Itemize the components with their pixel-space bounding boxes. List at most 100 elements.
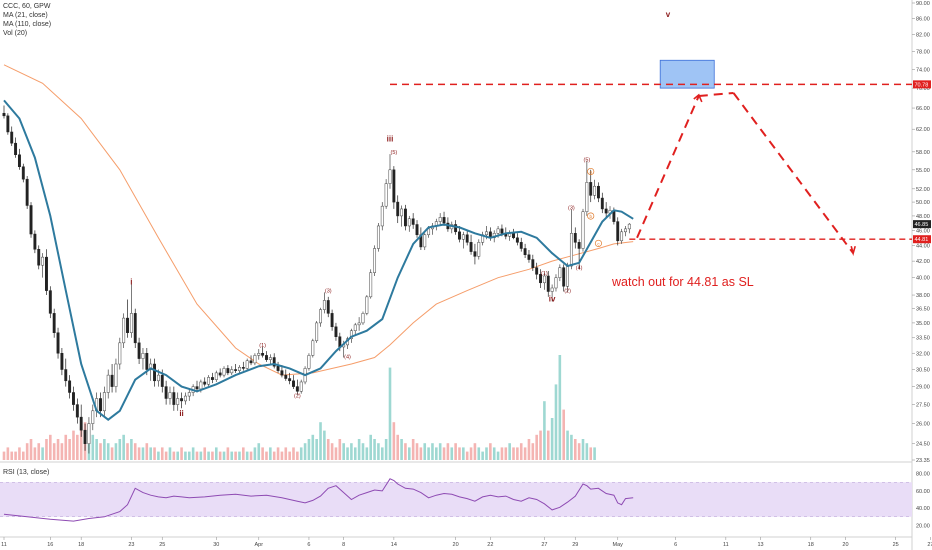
volume-bar	[581, 439, 585, 460]
volume-bar	[10, 451, 14, 460]
volume-bar	[288, 451, 291, 460]
candle-body	[41, 256, 45, 266]
legend-vol: Vol (20)	[3, 30, 28, 37]
candle-body	[257, 353, 261, 356]
candle-body	[512, 233, 515, 239]
candle-body	[311, 340, 315, 356]
rsi-tick-label: 20.00	[916, 523, 930, 529]
candle-body	[292, 380, 295, 387]
volume-bar	[519, 443, 523, 460]
wave-label: (5)	[390, 150, 397, 156]
time-tick-label: 20	[842, 542, 848, 548]
volume-bar	[323, 430, 326, 460]
candle-body	[2, 112, 6, 117]
candle-body	[307, 355, 311, 369]
candle-body	[272, 357, 276, 367]
candle-body	[535, 267, 539, 275]
volume-bar	[380, 447, 384, 460]
volume-bar	[377, 443, 380, 460]
volume-bar	[454, 443, 457, 460]
candle-body	[72, 392, 75, 405]
price-flag	[913, 235, 931, 244]
volume-bar	[215, 447, 218, 460]
price-tick-label: 26.00	[916, 422, 930, 428]
price-tick-label: 35.00	[916, 321, 930, 327]
volume-bar	[473, 443, 477, 460]
price-tick-label: 86.00	[916, 16, 930, 22]
candle-body	[199, 381, 203, 390]
wave-label: b	[589, 214, 592, 219]
wave-label: (3)	[325, 288, 332, 294]
candle-body	[203, 381, 207, 385]
candle-body	[531, 259, 535, 268]
candle-body	[102, 392, 106, 412]
volume-bar	[68, 439, 71, 460]
candle-body	[230, 369, 234, 374]
volume-bar	[334, 447, 338, 460]
candle-body	[527, 254, 531, 260]
price-tick-label: 40.00	[916, 276, 930, 282]
projection-arrow-up	[693, 93, 703, 103]
candle-body	[180, 398, 184, 402]
candle-body	[52, 313, 56, 333]
candle-body	[542, 275, 546, 284]
volume-bar	[585, 443, 589, 460]
volume-bar	[408, 447, 411, 460]
volume-bar	[95, 439, 98, 460]
candle-body	[400, 208, 404, 217]
candle-body	[261, 353, 265, 356]
candle-body	[33, 233, 37, 250]
price-tick-label: 62.00	[916, 127, 930, 133]
candle-body	[210, 377, 214, 380]
price-tick-label: 44.00	[916, 243, 930, 249]
price-tick-label: 46.00	[916, 228, 930, 234]
candle-body	[585, 182, 589, 212]
volume-bar	[543, 401, 546, 460]
candle-body	[218, 372, 222, 376]
volume-bar	[238, 451, 241, 460]
candle-body	[14, 142, 18, 156]
volume-bar	[477, 447, 481, 460]
time-tick-label: 30	[213, 542, 219, 548]
price-tick-label: 32.00	[916, 351, 930, 357]
volume-bar	[396, 434, 400, 460]
volume-bar	[222, 451, 226, 460]
candle-body	[515, 237, 519, 243]
volume-bar	[137, 447, 141, 460]
price-tick-label: 52.00	[916, 187, 930, 193]
candle-body	[91, 410, 95, 424]
candle-body	[469, 242, 473, 252]
candle-body	[6, 115, 10, 133]
candle-body	[604, 208, 608, 214]
volume-bar	[245, 451, 249, 460]
volume-bar	[311, 434, 315, 460]
time-tick-label: 18	[78, 542, 84, 548]
volume-bar	[415, 443, 419, 460]
candle-body	[624, 228, 627, 233]
volume-bar	[168, 447, 172, 460]
candle-body	[241, 367, 245, 369]
volume-bar	[160, 447, 164, 460]
candle-body	[99, 398, 102, 412]
volume-bar	[118, 439, 122, 460]
volume-bar	[56, 439, 60, 460]
candle-body	[523, 248, 527, 256]
volume-bar	[33, 447, 37, 460]
volume-bar	[153, 447, 156, 460]
volume-bar	[342, 443, 345, 460]
volume-bar	[76, 434, 79, 460]
volume-bar	[41, 447, 44, 460]
volume-bar	[489, 443, 492, 460]
candle-body	[616, 221, 620, 242]
candle-body	[427, 228, 431, 236]
candle-body	[45, 256, 48, 291]
rsi-band	[0, 482, 912, 517]
projection-segment	[636, 95, 700, 239]
candle-body	[222, 368, 226, 376]
volume-bar	[307, 439, 311, 460]
candle-body	[454, 224, 458, 233]
candle-body	[500, 228, 504, 234]
candle-body	[29, 205, 33, 235]
candle-body	[126, 317, 129, 333]
candle-body	[226, 368, 230, 374]
